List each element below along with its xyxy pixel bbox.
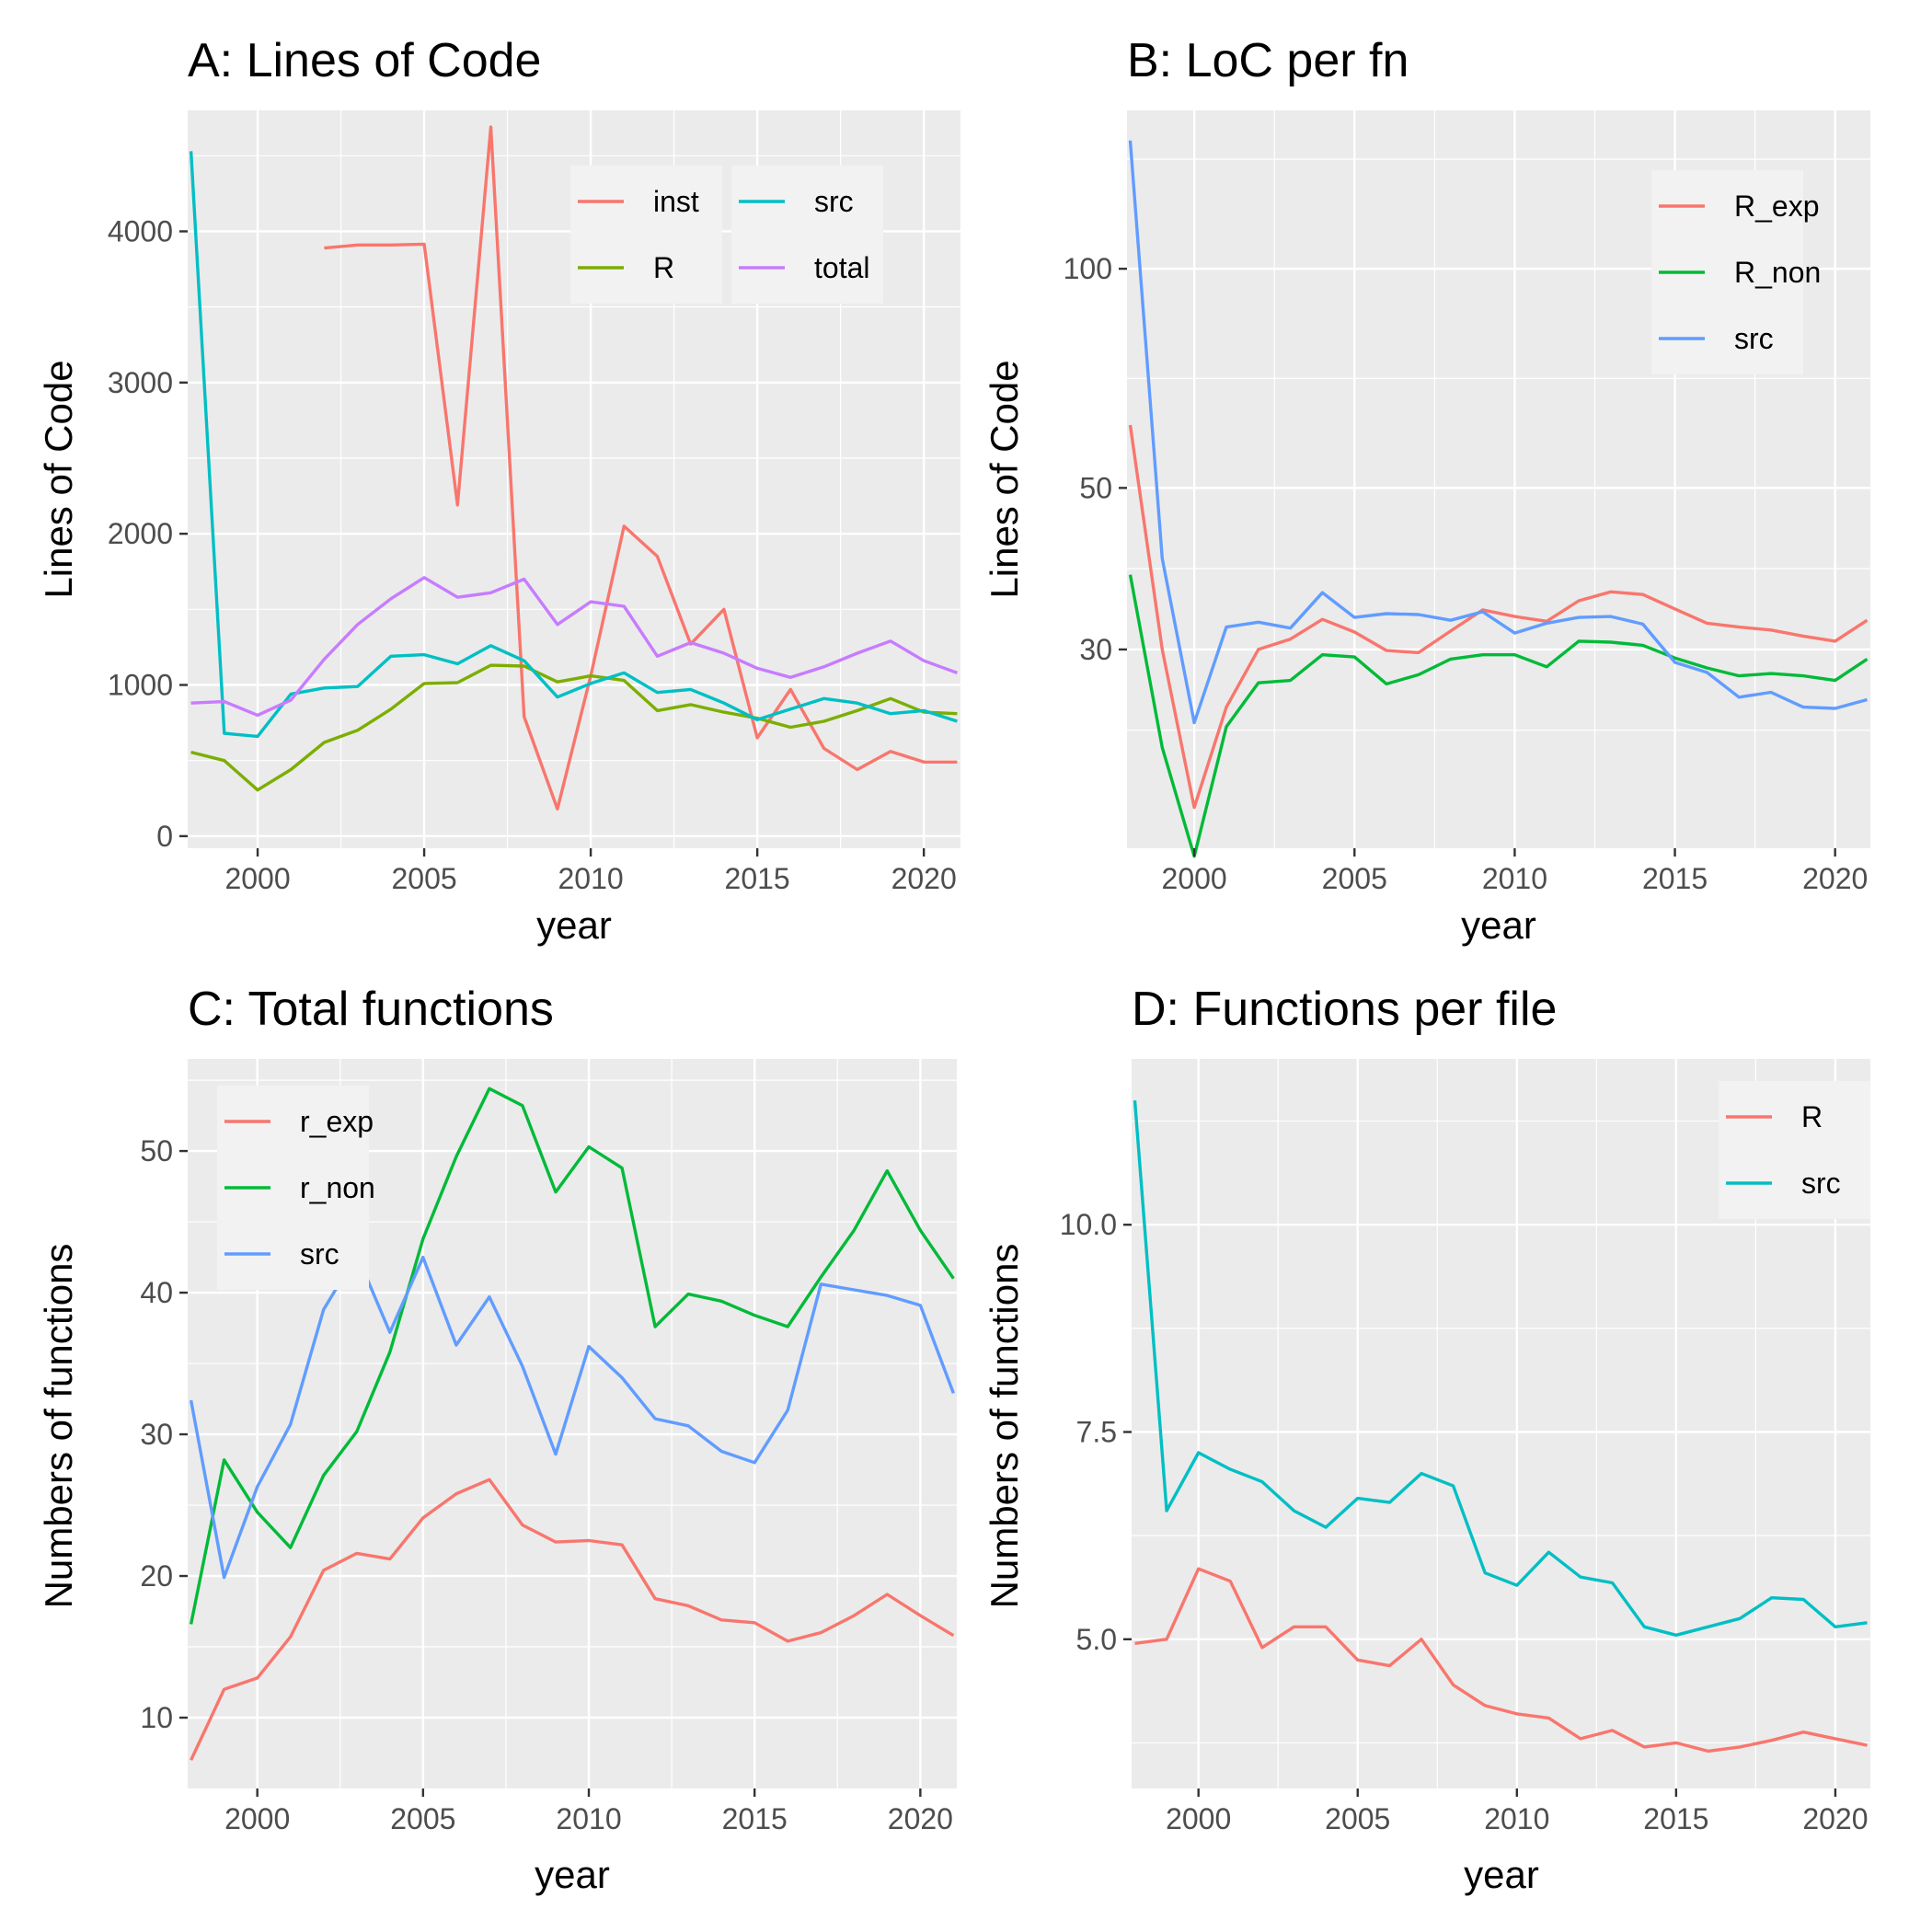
panel-a-x-ticks: 2000 2005 2010 2015 2020	[224, 848, 957, 895]
panel-b-series-line-r-exp	[1128, 424, 1869, 810]
panel-b-gridlines	[1127, 110, 1870, 848]
panel-c-legend-label-r-exp: r_exp	[300, 1105, 374, 1138]
panel-a-x-tick-label-0: 2000	[224, 862, 290, 895]
panel-c-x-ticks: 2000 2005 2010 2015 2020	[224, 1788, 953, 1835]
panel-d-x-tick-label-4: 2020	[1802, 1802, 1868, 1835]
panel-a-series	[189, 125, 958, 811]
panel-a-y-tick-label-2: 2000	[108, 517, 173, 550]
panel-c-x-tick-label-4: 2020	[888, 1802, 953, 1835]
panel-d-gridlines	[1132, 1059, 1870, 1788]
panel-b-series	[1128, 140, 1869, 858]
panel-a-series-line-inst	[324, 125, 958, 811]
panel-d-title: D: Functions per file	[1132, 983, 1557, 1036]
panel-d-y-ticks: 5.0 7.5 10.0	[1060, 1208, 1132, 1656]
panel-a-y-tick-label-1: 1000	[108, 669, 173, 702]
panel-c-x-tick-label-2: 2010	[556, 1802, 621, 1835]
panel-c-y-tick-label-1: 20	[140, 1559, 173, 1593]
panel-c-y-axis-title: Numbers of functions	[37, 1244, 80, 1609]
panel-b-y-tick-label-0: 30	[1079, 633, 1112, 666]
panel-c-x-tick-label-0: 2000	[224, 1802, 290, 1835]
panel-d-y-tick-label-2: 10.0	[1060, 1208, 1117, 1241]
panel-c-series-line-r-exp	[190, 1478, 955, 1761]
panel-a-legend-label-inst: inst	[653, 185, 699, 218]
panel-a-x-tick-label-3: 2015	[725, 862, 790, 895]
panel-b-legend-label-r-exp: R_exp	[1734, 190, 1820, 223]
panel-a-x-tick-label-1: 2005	[391, 862, 456, 895]
panel-a-legend-box-1	[731, 166, 883, 304]
panel-d-y-tick-label-1: 7.5	[1076, 1416, 1117, 1449]
panel-c-y-tick-label-2: 30	[140, 1418, 173, 1451]
panel-d-legend-box-0	[1719, 1081, 1870, 1219]
panel-a-x-tick-label-2: 2010	[558, 862, 624, 895]
panel-a-title: A: Lines of Code	[188, 34, 541, 87]
panel-a-x-tick-label-4: 2020	[891, 862, 957, 895]
panel-c-x-tick-label-1: 2005	[390, 1802, 455, 1835]
panel-a-x-axis-title: year	[536, 903, 612, 947]
panel-c-series-line-src	[189, 1252, 955, 1580]
panel-b-legend-label-src: src	[1734, 322, 1774, 355]
panel-a-legend-label-src: src	[814, 185, 854, 218]
panel-d-x-tick-label-0: 2000	[1166, 1802, 1231, 1835]
panel-c-series	[189, 1087, 955, 1761]
panel-d-legend-label-r: R	[1801, 1100, 1823, 1133]
panel-d-x-ticks: 2000 2005 2010 2015 2020	[1166, 1788, 1869, 1835]
panel-a-y-tick-label-3: 3000	[108, 366, 173, 399]
panel-d-x-tick-label-3: 2015	[1643, 1802, 1708, 1835]
panel-d-y-tick-label-0: 5.0	[1076, 1623, 1117, 1656]
panel-b-x-tick-label-1: 2005	[1322, 862, 1387, 895]
panel-c-gridlines	[188, 1059, 957, 1788]
panel-b-x-ticks: 2000 2005 2010 2015 2020	[1162, 848, 1868, 895]
panel-c-y-tick-label-3: 40	[140, 1276, 173, 1309]
panel-d-legend-label-src: src	[1801, 1167, 1841, 1200]
panel-b-series-line-src	[1128, 140, 1868, 725]
panel-a-series-line-r	[190, 663, 958, 792]
panel-c-legend-label-r-non: r_non	[300, 1171, 375, 1204]
panel-b-legend-label-r-non: R_non	[1734, 256, 1821, 289]
panel-a-y-tick-label-4: 4000	[108, 214, 173, 247]
panel-d-series-line-src	[1133, 1099, 1868, 1637]
panel-c-title: C: Total functions	[188, 983, 554, 1036]
panel-c-y-ticks: 10 20 30 40 50	[140, 1134, 188, 1734]
panel-b-x-tick-label-4: 2020	[1802, 862, 1868, 895]
panel-b-x-tick-label-3: 2015	[1642, 862, 1708, 895]
panel-a-legend-label-total: total	[814, 251, 869, 284]
panel-a-y-tick-label-0: 0	[156, 820, 173, 853]
panel-d-series	[1133, 1099, 1868, 1754]
panel-c-y-tick-label-0: 10	[140, 1701, 173, 1734]
panel-c-legend-label-src: src	[300, 1237, 339, 1271]
panel-a-y-axis-title: Lines of Code	[37, 360, 80, 598]
panel-c-x-axis-title: year	[535, 1853, 610, 1896]
panel-c-x-tick-label-3: 2015	[722, 1802, 788, 1835]
panel-c-series-line-r-non	[189, 1087, 955, 1625]
panel-d-series-line-r	[1134, 1567, 1868, 1754]
panel-b-title: B: LoC per fn	[1127, 34, 1409, 87]
panel-a-legend-label-r: R	[653, 251, 674, 284]
panel-d-x-tick-label-2: 2010	[1484, 1802, 1549, 1835]
panel-d-x-tick-label-1: 2005	[1325, 1802, 1390, 1835]
panel-b-series-line-r-non	[1128, 574, 1869, 858]
panel-b-x-axis-title: year	[1461, 903, 1536, 947]
panel-a-y-ticks: 0 1000 2000 3000 4000	[108, 214, 188, 853]
panel-b-y-ticks: 30 50 100	[1064, 252, 1127, 666]
panel-a-series-line-total	[190, 576, 958, 718]
panel-d-x-axis-title: year	[1464, 1853, 1539, 1896]
panel-b-x-tick-label-0: 2000	[1162, 862, 1227, 895]
panel-b-y-tick-label-1: 50	[1079, 471, 1112, 504]
panel-a-series-line-src	[189, 151, 958, 739]
panel-b-y-axis-title: Lines of Code	[983, 360, 1026, 598]
panel-d: D: Functions per file 5.07.510.0 2000 200…	[983, 983, 1870, 1896]
panel-d-y-axis-title: Numbers of functions	[983, 1244, 1026, 1609]
panel-c-y-tick-label-4: 50	[140, 1134, 173, 1167]
panel-b-x-tick-label-2: 2010	[1482, 862, 1547, 895]
panel-a-legend-box-0	[570, 166, 722, 304]
panel-b-y-tick-label-2: 100	[1064, 252, 1112, 285]
